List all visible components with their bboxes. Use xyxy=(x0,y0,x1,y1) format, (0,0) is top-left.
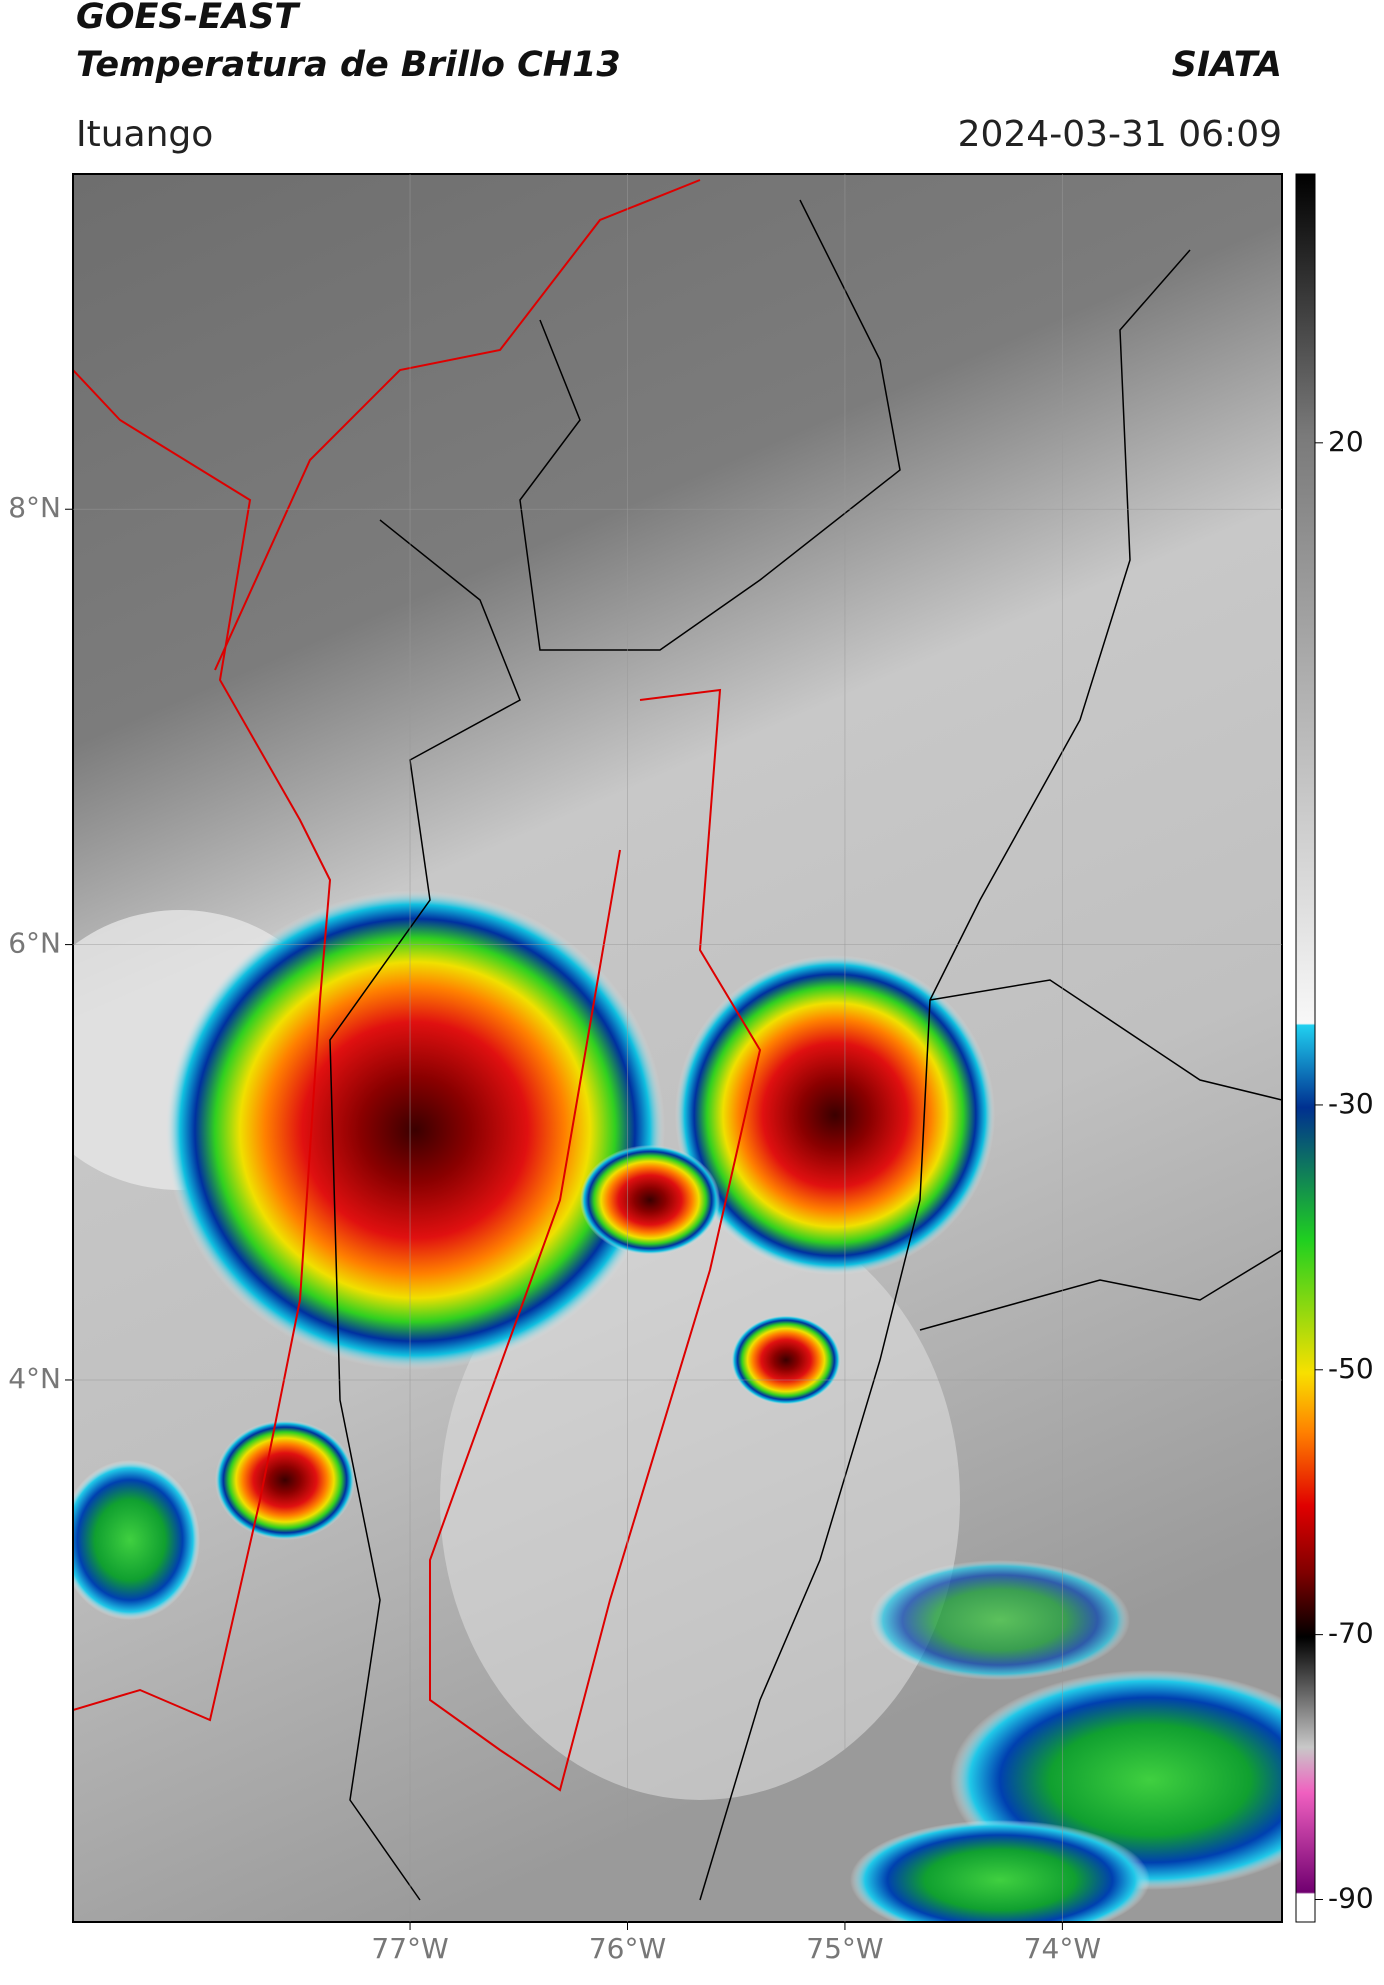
x-tick-label: 74°W xyxy=(1024,1932,1101,1965)
y-tick-label: 4°N xyxy=(8,1362,61,1395)
x-tick-label: 77°W xyxy=(371,1932,448,1965)
brand: SIATA xyxy=(1172,45,1282,85)
colorbar-tick-label: -70 xyxy=(1328,1617,1374,1650)
colorbar-tick-label: -30 xyxy=(1328,1087,1374,1120)
colorbar-tick-label: 20 xyxy=(1328,425,1364,458)
y-tick-label: 8°N xyxy=(8,491,61,524)
x-tick-label: 76°W xyxy=(589,1932,666,1965)
title: GOES-EAST xyxy=(76,0,301,37)
y-tick-label: 6°N xyxy=(8,927,61,960)
colorbar-tick-label: -50 xyxy=(1328,1352,1374,1385)
x-tick-label: 75°W xyxy=(806,1932,883,1965)
location: Ituango xyxy=(76,114,213,155)
datetime: 2024-03-31 06:09 xyxy=(958,114,1282,155)
satellite-image xyxy=(73,174,1282,1922)
colorbar xyxy=(1295,173,1316,1923)
colorbar-tick-label: -90 xyxy=(1328,1881,1374,1914)
map-frame xyxy=(72,173,1283,1923)
subtitle: Temperatura de Brillo CH13 xyxy=(76,45,621,85)
